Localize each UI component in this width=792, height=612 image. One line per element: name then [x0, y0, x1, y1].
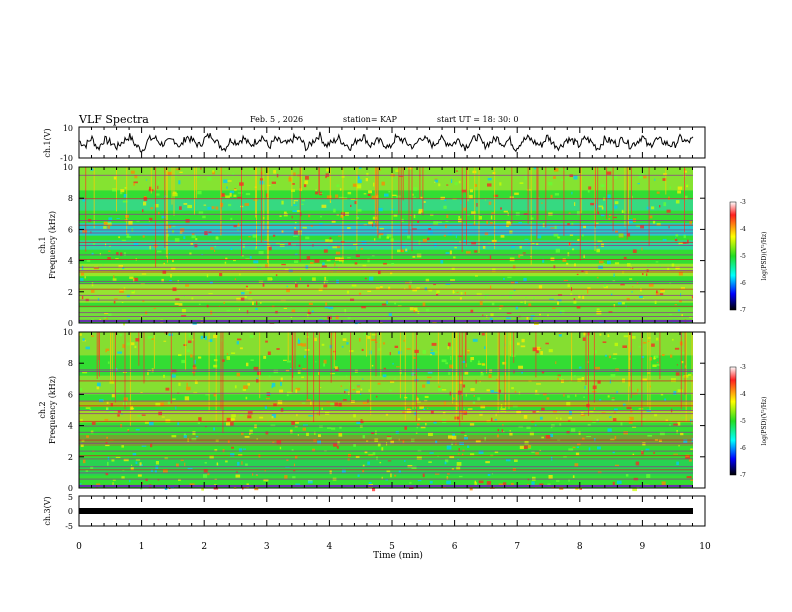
x-tick-label: 5	[389, 542, 395, 552]
x-tick-label: 7	[514, 542, 520, 552]
colorbar-tick-label: -6	[740, 445, 746, 452]
freq-tick-label: 8	[68, 194, 73, 203]
ch1-colorbar: -3 -4 -5 -6 -7 log(PSD)(V²/Hz)	[729, 199, 768, 314]
freq-tick-label: 2	[68, 453, 73, 462]
ch1-colorbar-ticks: -3 -4 -5 -6 -7	[740, 199, 746, 314]
start-time-label: start UT = 18: 30: 0	[437, 115, 518, 124]
freq-tick-label: 8	[68, 359, 73, 368]
ch1-waveform-panel: 10 -10 ch.1(V)	[43, 124, 706, 163]
x-axis-label: Time (min)	[373, 550, 423, 561]
ch3-volt-ylabel: ch.3(V)	[43, 496, 52, 525]
colorbar-tick-label: -4	[740, 226, 746, 233]
ch2-spectrogram-image	[79, 332, 705, 492]
freq-tick-label: 10	[63, 163, 73, 172]
ch1-waveform-trace	[78, 131, 694, 153]
ch3-ytick-neg5: -5	[65, 522, 73, 531]
ch3-ytick-0: 0	[68, 507, 73, 516]
ch1-spectrogram-yticks: 0 2 4 6 8 10	[63, 163, 705, 328]
ch2-colorbar-label: log(PSD)(V²/Hz)	[761, 397, 768, 446]
ch3-waveform-trace	[79, 508, 693, 514]
colorbar-tick-label: -5	[740, 418, 746, 425]
ch3-ytick-5: 5	[68, 493, 73, 502]
colorbar-tick-label: -3	[740, 364, 746, 371]
station-label: station= KAP	[343, 115, 398, 124]
x-tick-label: 9	[640, 542, 646, 552]
x-tick-label: 4	[327, 542, 333, 552]
colorbar-tick-label: -4	[740, 391, 746, 398]
ch1-spectrogram-image	[79, 167, 705, 326]
ch1-colorbar-label: log(PSD)(V²/Hz)	[761, 232, 768, 281]
x-tick-label: 2	[201, 542, 207, 552]
x-tick-label: 0	[76, 542, 82, 552]
freq-tick-label: 10	[63, 328, 73, 337]
ch1-freq-ylabel-a: ch.1	[38, 236, 47, 253]
ch1-ytick-10: 10	[63, 124, 73, 133]
ch1-colorbar-gradient	[729, 201, 737, 311]
date-label: Feb. 5 , 2026	[250, 115, 303, 124]
freq-tick-label: 0	[68, 319, 73, 328]
x-tick-label: 6	[452, 542, 458, 552]
x-axis-tick-labels: 0 1 2 3 4 5 6 7 8 9 10	[76, 542, 711, 552]
ch2-colorbar: -3 -4 -5 -6 -7 log(PSD)(V²/Hz)	[729, 364, 768, 479]
x-tick-label: 8	[577, 542, 583, 552]
ch1-ytick-neg10: -10	[60, 154, 73, 163]
x-tick-label: 1	[139, 542, 145, 552]
colorbar-tick-label: -7	[740, 307, 746, 314]
ch3-waveform-panel: 5 0 -5 ch.3(V)	[43, 493, 706, 531]
colorbar-tick-label: -3	[740, 199, 746, 206]
ch1-volt-ylabel: ch.1(V)	[43, 128, 52, 157]
x-tick-label: 3	[264, 542, 270, 552]
freq-tick-label: 4	[68, 422, 73, 431]
ch2-spectrogram-yticks: 0 2 4 6 8 10	[63, 328, 705, 493]
freq-tick-label: 0	[68, 484, 73, 493]
ch1-freq-ylabel-b: Frequency (kHz)	[48, 211, 57, 279]
ch1-spectrogram-panel: 0 2 4 6 8 10 ch.1 Frequency (kHz)	[38, 163, 706, 328]
colorbar-tick-label: -6	[740, 280, 746, 287]
freq-tick-label: 6	[68, 225, 73, 234]
ch2-spectrogram-panel: 0 2 4 6 8 10 ch.2 Frequency (kHz)	[38, 328, 706, 493]
colorbar-tick-label: -7	[740, 472, 746, 479]
figure-title: VLF Spectra	[78, 113, 149, 126]
ch2-colorbar-ticks: -3 -4 -5 -6 -7	[740, 364, 746, 479]
x-tick-label: 10	[699, 542, 711, 552]
x-axis-ticks	[78, 127, 706, 526]
colorbar-tick-label: -5	[740, 253, 746, 260]
ch2-freq-ylabel-a: ch.2	[38, 401, 47, 418]
ch2-colorbar-gradient	[729, 366, 737, 476]
freq-tick-label: 4	[68, 257, 73, 266]
freq-tick-label: 6	[68, 390, 73, 399]
freq-tick-label: 2	[68, 288, 73, 297]
ch2-freq-ylabel-b: Frequency (kHz)	[48, 376, 57, 444]
